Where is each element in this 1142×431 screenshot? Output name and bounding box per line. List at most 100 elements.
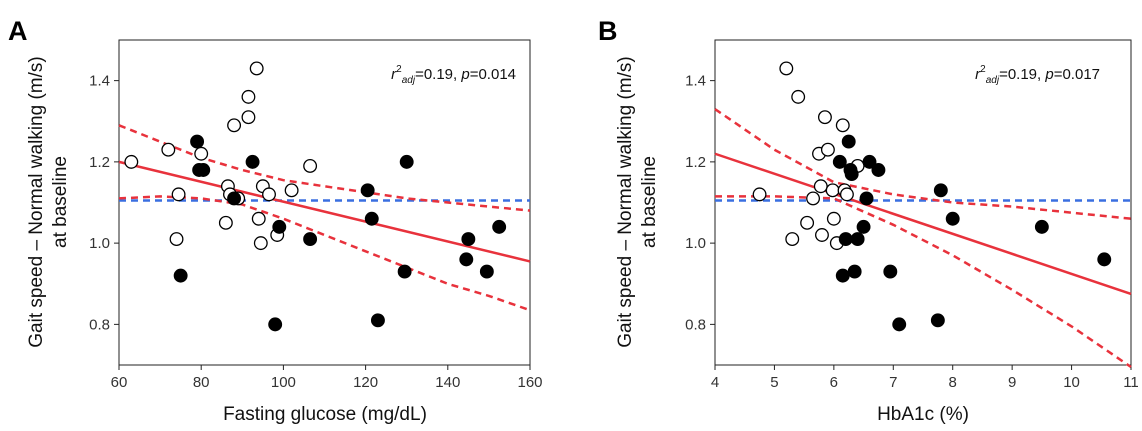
- filled-point-a: [173, 268, 188, 283]
- filled-point-a: [479, 264, 494, 279]
- filled-point-b: [832, 154, 847, 169]
- panel-label-b: B: [598, 16, 618, 46]
- plot-frame-a: [118, 39, 531, 366]
- open-point-b: [791, 89, 806, 104]
- plot-content-a: 60 80 100 120 140 160 0.8 1.0 1.2 1.4: [89, 61, 543, 391]
- r2-letter-a: r: [391, 66, 397, 83]
- open-point-a: [124, 154, 139, 169]
- plot-content-b: 4 5 6 7 8 9 10 11 0.8 1.0 1.2 1.4: [685, 61, 1139, 391]
- filled-point-a: [397, 264, 412, 279]
- open-point-a: [218, 215, 233, 230]
- filled-point-a: [196, 163, 211, 177]
- x-tick-label-b: 11: [1123, 374, 1139, 391]
- x-tick-label-a: 100: [271, 374, 296, 391]
- filled-point-b: [850, 232, 865, 247]
- open-point-a: [253, 236, 268, 251]
- open-point-a: [262, 187, 276, 202]
- stats-annotation-a: r2adj=0.19, p=0.014: [391, 64, 516, 86]
- filled-point-b: [847, 264, 862, 279]
- open-point-a: [241, 110, 256, 125]
- p-letter-a: p: [460, 66, 469, 83]
- open-point-a: [251, 211, 266, 226]
- x-tick-label-a: 60: [111, 374, 128, 391]
- y-axis-label-line2-a: at baseline: [50, 156, 71, 248]
- open-point-b: [820, 142, 835, 157]
- open-point-a: [161, 142, 176, 157]
- y-tick-label-a: 1.0: [89, 235, 110, 252]
- open-point-a: [169, 232, 184, 247]
- filled-point-b: [835, 268, 850, 283]
- open-point-b: [826, 211, 841, 226]
- y-tick-label-b: 1.0: [685, 235, 706, 252]
- filled-point-b: [892, 317, 907, 332]
- filled-point-a: [268, 317, 283, 332]
- x-tick-label-b: 9: [1008, 374, 1016, 391]
- open-point-a: [303, 158, 318, 173]
- fit-line-b: [714, 152, 1132, 296]
- filled-point-a: [459, 252, 474, 267]
- x-tick-label-a: 140: [435, 374, 460, 391]
- x-tick-label-a: 160: [517, 374, 542, 391]
- x-tick-label-b: 8: [949, 374, 957, 391]
- open-point-b: [813, 179, 828, 194]
- r2-letter-b: r: [975, 66, 981, 83]
- filled-point-a: [399, 154, 414, 169]
- plot-frame-b: [714, 39, 1132, 366]
- filled-point-a: [227, 191, 242, 206]
- r2-sub-b: adj: [986, 75, 1000, 86]
- filled-point-b: [859, 191, 874, 206]
- stats-annotation-b: r2adj=0.19, p=0.017: [975, 64, 1100, 86]
- r2-sub-a: adj: [402, 75, 416, 86]
- open-point-a: [171, 187, 186, 202]
- y-tick-label-b: 0.8: [685, 316, 706, 333]
- open-point-b: [839, 187, 854, 202]
- filled-point-a: [272, 219, 287, 234]
- fit-line-a: [118, 160, 531, 263]
- open-point-b: [835, 118, 850, 133]
- ci-upper-line-a: [118, 124, 531, 212]
- p-letter-b: p: [1044, 66, 1053, 83]
- ci-upper-line-b: [714, 108, 1132, 220]
- open-point-b: [817, 110, 832, 125]
- x-axis-label-b: HbA1c (%): [877, 404, 969, 425]
- ci-lower-line-b: [715, 195, 1132, 369]
- x-tick-label-a: 80: [193, 374, 210, 391]
- x-tick-label-a: 120: [353, 374, 378, 391]
- open-point-b: [806, 191, 821, 206]
- x-tick-label-b: 4: [711, 374, 719, 391]
- panel-a: A Gait speed – Normal walking (m/s) at b…: [8, 16, 543, 425]
- open-point-b: [785, 232, 800, 247]
- x-axis-label-a: Fasting glucose (mg/dL): [223, 404, 427, 425]
- filled-point-a: [245, 154, 260, 169]
- filled-point-a: [303, 232, 318, 247]
- filled-point-a: [492, 219, 507, 234]
- filled-point-b: [838, 232, 853, 247]
- r2-sup-a: 2: [396, 64, 402, 75]
- filled-point-a: [461, 232, 476, 247]
- y-tick-label-b: 1.2: [685, 154, 706, 171]
- y-tick-label-a: 1.4: [89, 73, 110, 90]
- filled-point-b: [871, 163, 886, 177]
- open-point-b: [800, 215, 815, 230]
- filled-point-b: [930, 313, 945, 328]
- x-tick-label-b: 6: [830, 374, 838, 391]
- open-point-a: [241, 89, 256, 104]
- filled-point-b: [883, 264, 898, 279]
- y-tick-label-a: 1.2: [89, 154, 110, 171]
- filled-point-a: [364, 211, 379, 226]
- open-point-b: [779, 61, 794, 76]
- open-point-a: [249, 61, 264, 76]
- p-value-b: =0.017: [1054, 66, 1100, 83]
- x-tick-label-b: 5: [770, 374, 778, 391]
- filled-point-a: [370, 313, 385, 328]
- open-point-b: [815, 228, 829, 242]
- open-point-a: [194, 146, 209, 161]
- y-axis-label-line1-b: Gait speed – Normal walking (m/s): [615, 56, 636, 347]
- filled-point-b: [933, 183, 948, 198]
- filled-point-b: [856, 219, 871, 234]
- y-axis-label-line1-a: Gait speed – Normal walking (m/s): [26, 56, 47, 347]
- r2-value-a: =0.19,: [415, 66, 461, 83]
- filled-point-b: [844, 167, 859, 182]
- y-axis-label-line2-b: at baseline: [639, 156, 660, 248]
- filled-point-b: [1097, 252, 1112, 267]
